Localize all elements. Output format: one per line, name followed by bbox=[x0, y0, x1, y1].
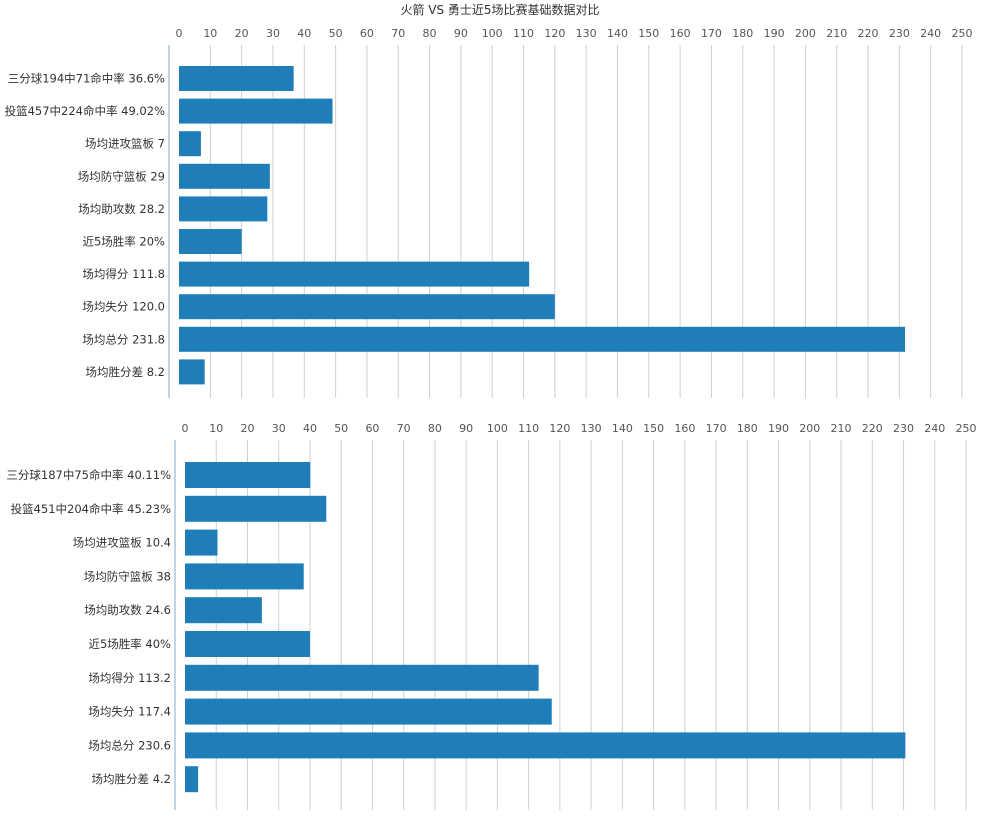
panel2-x-tick-label: 0 bbox=[182, 422, 189, 435]
panel1-x-tick-label: 70 bbox=[391, 27, 405, 40]
panel1-x-tick-label: 210 bbox=[826, 27, 847, 40]
panel2-x-tick-label: 140 bbox=[612, 422, 633, 435]
panel1-category-label: 场均得分 111.8 bbox=[82, 267, 165, 281]
panel2-x-tick-label: 190 bbox=[768, 422, 789, 435]
panel2-x-tick-label: 40 bbox=[303, 422, 317, 435]
panel1-x-tick-label: 200 bbox=[795, 27, 816, 40]
panel1-bar bbox=[179, 98, 333, 124]
panel1-category-label: 近5场胜率 20% bbox=[82, 235, 165, 249]
panel1-x-tick-label: 140 bbox=[607, 27, 628, 40]
panel1-x-tick-label: 110 bbox=[513, 27, 534, 40]
panel1-bar bbox=[179, 359, 205, 385]
panel1-x-tick-label: 180 bbox=[732, 27, 753, 40]
panel1-x-tick-label: 220 bbox=[858, 27, 879, 40]
panel2-bar bbox=[185, 631, 310, 657]
panel1-category-label: 投篮457中224命中率 49.02% bbox=[5, 104, 165, 118]
panel2-category-label: 投篮451中204命中率 45.23% bbox=[11, 502, 171, 516]
panel2-bar bbox=[185, 563, 304, 590]
panel1-bar bbox=[179, 229, 242, 254]
panel2-x-tick-label: 200 bbox=[799, 422, 820, 435]
panel1-bar bbox=[179, 196, 268, 222]
panel2-bar bbox=[185, 732, 906, 759]
panel1-x-tick-label: 150 bbox=[638, 27, 659, 40]
panel1-bar bbox=[179, 261, 530, 287]
panel1-x-tick-label: 130 bbox=[576, 27, 597, 40]
panel1-x-tick-label: 160 bbox=[670, 27, 691, 40]
panel2-x-tick-label: 210 bbox=[831, 422, 852, 435]
panel1-x-tick-label: 30 bbox=[266, 27, 280, 40]
panel2-x-tick-label: 130 bbox=[581, 422, 602, 435]
panel2-x-tick-label: 230 bbox=[893, 422, 914, 435]
chart-title: 火箭 VS 勇士近5场比赛基础数据对比 bbox=[400, 3, 600, 17]
panel2-bar bbox=[185, 597, 262, 624]
panel1-category-label: 场均进攻篮板 7 bbox=[85, 137, 165, 151]
panel2-x-tick-label: 180 bbox=[737, 422, 758, 435]
panel2-x-tick-label: 240 bbox=[924, 422, 945, 435]
panel2-x-tick-label: 10 bbox=[209, 422, 223, 435]
panel1-x-tick-label: 250 bbox=[952, 27, 973, 40]
panel1-bar bbox=[179, 163, 270, 189]
panel1-bar bbox=[179, 294, 555, 320]
panel2-x-tick-label: 110 bbox=[518, 422, 539, 435]
panel2-x-tick-label: 160 bbox=[674, 422, 695, 435]
panel1-x-tick-label: 40 bbox=[297, 27, 311, 40]
panel1-x-tick-label: 230 bbox=[889, 27, 910, 40]
panel1-bar bbox=[179, 131, 201, 157]
panel1-x-tick-label: 100 bbox=[482, 27, 503, 40]
panel2-bar bbox=[185, 698, 552, 725]
panel1-x-tick-label: 90 bbox=[454, 27, 468, 40]
panel2-x-tick-label: 250 bbox=[956, 422, 977, 435]
panel1-x-tick-label: 10 bbox=[203, 27, 217, 40]
panel2-x-tick-label: 170 bbox=[706, 422, 727, 435]
panel2-category-label: 场均胜分差 4.2 bbox=[92, 772, 171, 786]
panel2-x-tick-label: 80 bbox=[428, 422, 442, 435]
panel1-bar bbox=[179, 326, 905, 352]
panel1-x-tick-label: 20 bbox=[235, 27, 249, 40]
panel2-bar bbox=[185, 766, 199, 793]
panel1-x-tick-label: 60 bbox=[360, 27, 374, 40]
panel1-category-label: 场均胜分差 8.2 bbox=[86, 365, 165, 379]
panel2-bar bbox=[185, 529, 218, 556]
panel1-category-label: 场均助攻数 28.2 bbox=[78, 202, 165, 216]
panel1-category-label: 三分球194中71命中率 36.6% bbox=[8, 72, 165, 86]
panel2-x-tick-label: 150 bbox=[643, 422, 664, 435]
panel2-category-label: 场均助攻数 24.6 bbox=[84, 603, 171, 617]
panel1-x-tick-label: 80 bbox=[423, 27, 437, 40]
panel2-x-tick-label: 100 bbox=[487, 422, 508, 435]
panel1-bar bbox=[179, 66, 294, 91]
panel2-category-label: 场均进攻篮板 10.4 bbox=[73, 536, 171, 550]
panel1-category-label: 场均防守篮板 29 bbox=[78, 169, 165, 183]
panel1-x-tick-label: 240 bbox=[920, 27, 941, 40]
panel2-category-label: 场均总分 230.6 bbox=[88, 738, 171, 752]
panel2-category-label: 场均得分 113.2 bbox=[88, 671, 171, 685]
panel2-x-tick-label: 20 bbox=[240, 422, 254, 435]
panel2-x-tick-label: 30 bbox=[272, 422, 286, 435]
panel1-x-tick-label: 190 bbox=[764, 27, 785, 40]
panel2-bar bbox=[185, 664, 539, 691]
panel2-category-label: 场均防守篮板 38 bbox=[84, 569, 171, 583]
panel1-x-tick-label: 0 bbox=[176, 27, 183, 40]
panel2-category-label: 三分球187中75命中率 40.11% bbox=[6, 468, 171, 482]
panel2-x-tick-label: 60 bbox=[365, 422, 379, 435]
panel2-x-tick-label: 90 bbox=[459, 422, 473, 435]
panel1-category-label: 场均总分 231.8 bbox=[82, 332, 165, 346]
panel2-bar bbox=[185, 495, 327, 522]
panel1-x-tick-label: 170 bbox=[701, 27, 722, 40]
panel2-category-label: 近5场胜率 40% bbox=[88, 637, 171, 651]
panel1-x-tick-label: 50 bbox=[329, 27, 343, 40]
panel2-x-tick-label: 120 bbox=[549, 422, 570, 435]
panel1-category-label: 场均失分 120.0 bbox=[82, 300, 165, 314]
panel1-x-tick-label: 120 bbox=[544, 27, 565, 40]
panel2-x-tick-label: 50 bbox=[334, 422, 348, 435]
panel2-x-tick-label: 70 bbox=[397, 422, 411, 435]
panel2-bar bbox=[185, 462, 311, 488]
panel2-category-label: 场均失分 117.4 bbox=[88, 705, 171, 719]
panel2-x-tick-label: 220 bbox=[862, 422, 883, 435]
